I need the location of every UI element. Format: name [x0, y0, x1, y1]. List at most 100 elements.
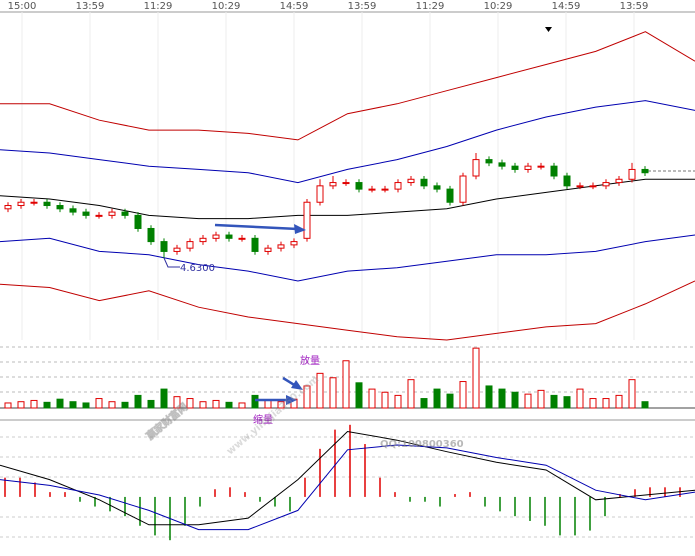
volume-bar: [134, 394, 142, 409]
candle-body: [134, 214, 142, 229]
volume-bar: [30, 399, 38, 409]
candle-body: [433, 185, 441, 190]
low-bracket: [163, 257, 180, 268]
time-label: 10:29: [484, 1, 513, 12]
time-label: 11:29: [416, 1, 445, 12]
volume-bar: [121, 401, 129, 409]
candle-body: [602, 182, 610, 187]
candle-body: [69, 208, 77, 213]
time-label: 10:29: [212, 1, 241, 12]
time-label: 14:59: [552, 1, 581, 12]
low-label: 4.6300: [180, 263, 215, 274]
volume-bar: [459, 381, 467, 409]
candle-body: [251, 237, 259, 252]
volume-bar: [368, 388, 376, 409]
volume-bar: [355, 382, 363, 409]
volume-bar: [602, 398, 610, 409]
candle-body: [329, 182, 337, 187]
indicator-line: [0, 444, 695, 531]
volume-bar: [628, 379, 636, 409]
volume-bar: [433, 388, 441, 409]
candle-body: [108, 211, 116, 216]
candle-body: [4, 205, 12, 210]
volume-bar: [95, 398, 103, 409]
time-label: 11:29: [144, 1, 173, 12]
candle-body: [576, 185, 584, 188]
volume-bar: [199, 401, 207, 409]
volume-bar: [420, 398, 428, 409]
candle-body: [173, 247, 181, 252]
volume-bar: [108, 401, 116, 409]
volume-bar: [173, 396, 181, 409]
volume-bar: [238, 402, 246, 409]
volume-bar: [69, 401, 77, 409]
volume-down-label: 缩量: [253, 413, 273, 426]
candle-body: [238, 237, 246, 240]
candle-body: [342, 182, 350, 185]
candle-body: [17, 201, 25, 207]
volume-bar: [589, 398, 597, 409]
volume-bar: [4, 402, 12, 409]
indicator-line: [0, 430, 695, 526]
arrows: [214, 223, 306, 405]
volume-bar: [511, 391, 519, 409]
volume-bar: [576, 388, 584, 409]
volume-bar: [316, 372, 324, 409]
volume-bar: [251, 394, 259, 409]
candle-body: [56, 205, 64, 210]
volume-bar: [485, 385, 493, 409]
volume-bar: [381, 391, 389, 409]
volume-bar: [329, 377, 337, 409]
candle-body: [95, 214, 103, 217]
indicator-line: [0, 234, 695, 282]
candle-body: [277, 244, 285, 249]
candle-body: [641, 168, 649, 174]
time-label: 14:59: [280, 1, 309, 12]
candle-body: [459, 175, 467, 203]
marker: [545, 27, 552, 32]
candle-body: [160, 241, 168, 252]
volume-bar: [160, 388, 168, 409]
candle-body: [212, 234, 220, 239]
candle-body: [628, 168, 636, 180]
candle-body: [407, 178, 415, 184]
candle-body: [446, 188, 454, 203]
plot: 15:00 13:59 11:29 10:29 14:59 13:59 11:29 10:29…: [0, 1, 695, 541]
indicator-line: [0, 280, 695, 341]
candle-body: [472, 159, 480, 177]
time-label: 13:59: [620, 1, 649, 12]
candle-body: [589, 185, 597, 188]
candle-body: [121, 211, 129, 216]
candle-body: [420, 178, 428, 187]
volume-bar: [212, 399, 220, 409]
candle-body: [264, 247, 272, 252]
watermark-qq: QQ:100800360: [380, 439, 464, 450]
candle-body: [550, 165, 558, 177]
candle-body: [316, 185, 324, 203]
time-label: 13:59: [348, 1, 377, 12]
volume-bar: [472, 347, 480, 409]
candle-body: [511, 165, 519, 170]
candle-body: [524, 165, 532, 170]
volume-bar: [82, 402, 90, 409]
volume-bar: [43, 401, 51, 409]
volume-bar: [303, 385, 311, 409]
candle-body: [147, 227, 155, 243]
volume-up-label: 放量: [300, 354, 320, 367]
indicator-line: [0, 31, 695, 141]
volume-guides: [0, 346, 695, 393]
volume-bar: [342, 360, 350, 409]
volume-bar: [615, 394, 623, 409]
candle-body: [355, 182, 363, 190]
indicator-line: [0, 100, 695, 184]
time-label: 13:59: [76, 1, 105, 12]
volume-bar: [147, 399, 155, 409]
candle-body: [537, 165, 545, 168]
macd-guides: [0, 436, 695, 538]
indicator-line: [0, 178, 695, 220]
volume-bar: [17, 401, 25, 409]
volume-bar: [550, 394, 558, 409]
candle-body: [381, 188, 389, 191]
